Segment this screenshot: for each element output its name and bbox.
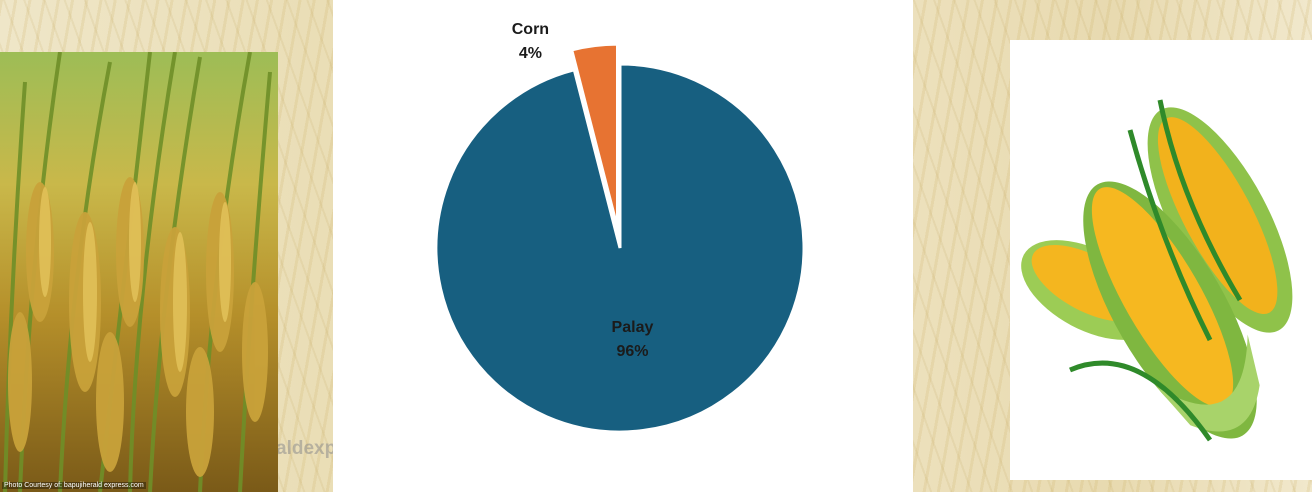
pie-slice-corn <box>569 42 619 229</box>
chart-panel: Palay 96% Corn 4% <box>333 0 913 492</box>
slice-value-corn: 4% <box>519 45 542 62</box>
photo-credit: Photo Courtesy of: bapujiherald express.… <box>2 482 146 489</box>
pie-chart: Palay 96% Corn 4% <box>434 21 806 434</box>
slice-label-corn: Corn <box>512 21 549 38</box>
pie-slice-palay <box>434 62 806 434</box>
slice-label-palay: Palay <box>612 319 654 336</box>
slice-value-palay: 96% <box>616 343 648 360</box>
corn-cobs-photo <box>1010 40 1312 480</box>
watermark-text: aldexp <box>276 438 337 459</box>
rice-field-photo: Photo Courtesy of: bapujiherald express.… <box>0 52 278 492</box>
